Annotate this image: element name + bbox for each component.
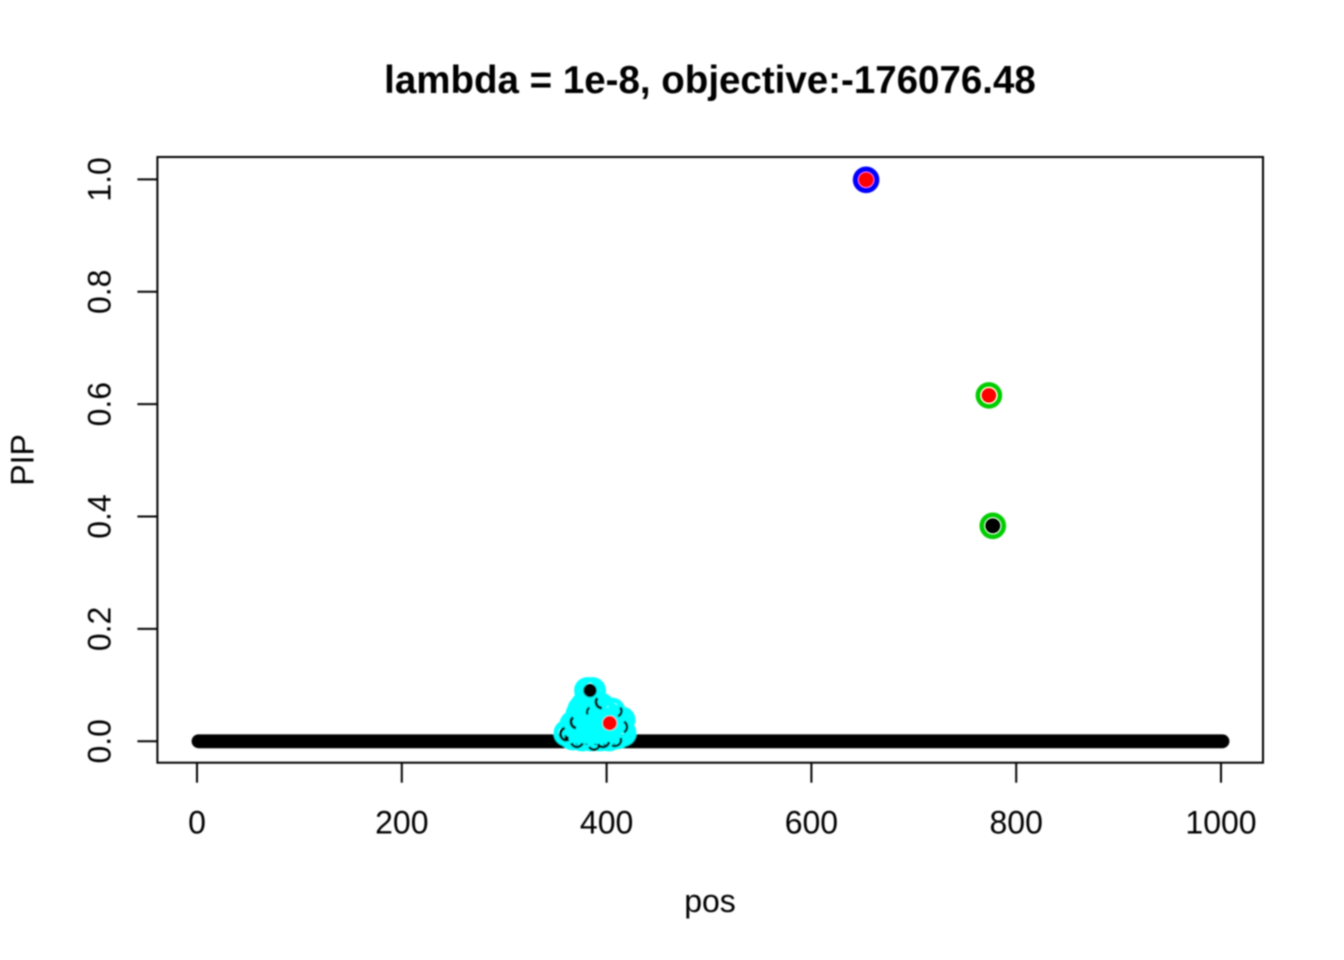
svg-text:0.2: 0.2 (82, 607, 118, 651)
svg-text:0.0: 0.0 (82, 719, 118, 763)
svg-text:0.8: 0.8 (82, 270, 118, 314)
svg-text:1.0: 1.0 (82, 157, 118, 201)
svg-text:600: 600 (785, 805, 838, 841)
svg-text:pos: pos (684, 883, 736, 919)
svg-text:200: 200 (375, 805, 428, 841)
svg-text:PIP: PIP (5, 434, 41, 486)
svg-text:0.6: 0.6 (82, 382, 118, 426)
svg-text:800: 800 (990, 805, 1043, 841)
svg-text:lambda = 1e-8, objective:-1760: lambda = 1e-8, objective:-176076.48 (384, 59, 1036, 102)
svg-text:400: 400 (580, 805, 633, 841)
svg-text:1000: 1000 (1185, 805, 1256, 841)
svg-text:0: 0 (188, 805, 206, 841)
svg-text:0.4: 0.4 (82, 494, 118, 538)
